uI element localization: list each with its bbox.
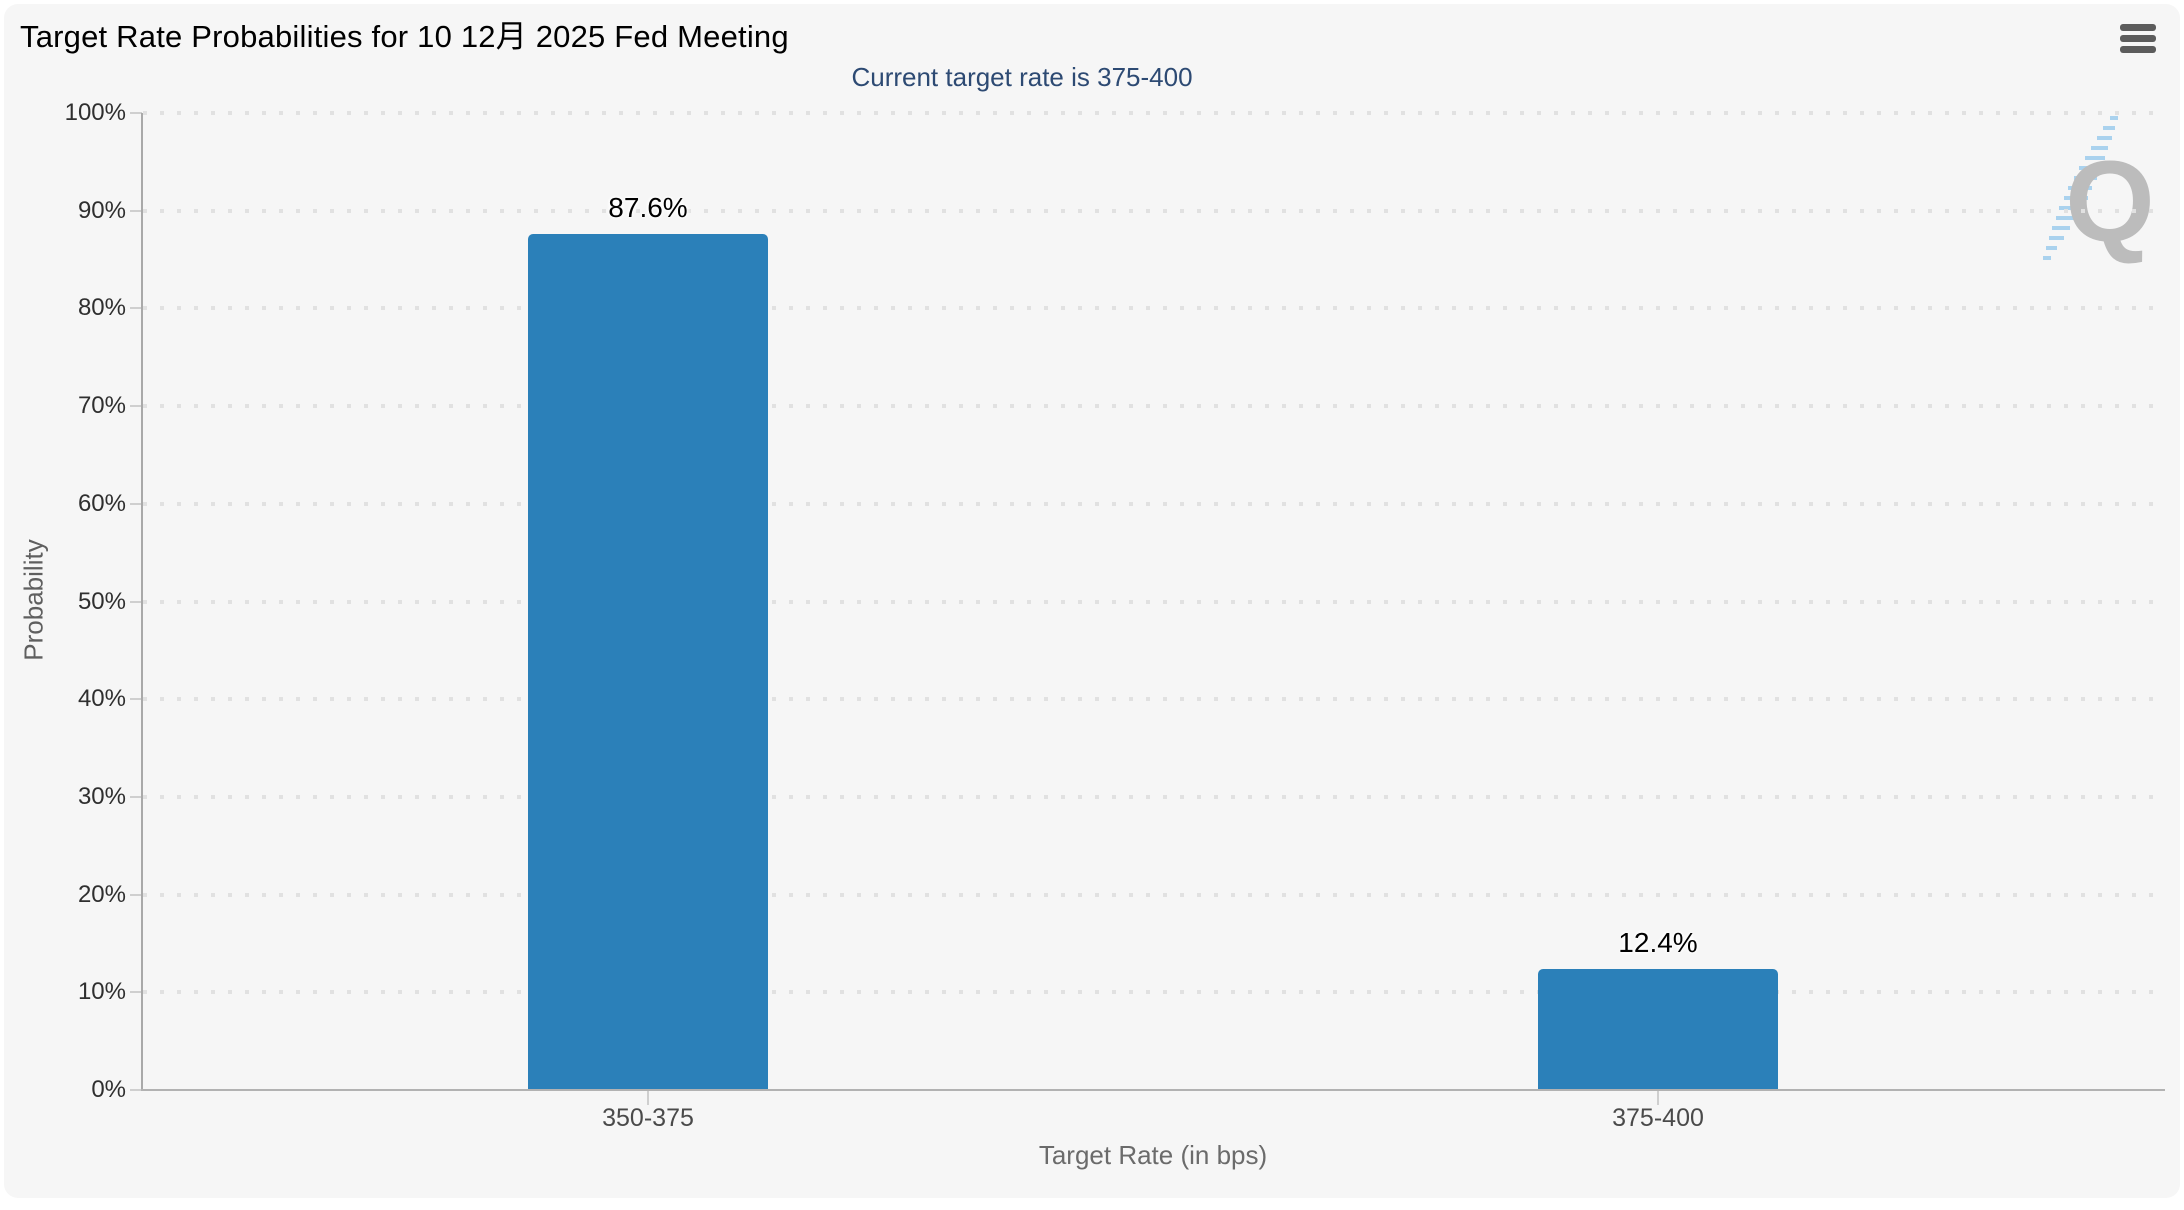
gridline-70 <box>143 404 2163 409</box>
chart-context-menu-button[interactable] <box>2112 18 2164 62</box>
y-axis-tick-label: 100% <box>64 99 126 126</box>
watermark-q-letter: Q <box>2065 138 2154 266</box>
bar-value-label: 87.6% <box>608 192 688 224</box>
gridline-30 <box>143 794 2163 799</box>
y-axis-tick-label: 80% <box>77 294 126 322</box>
x-axis-tick <box>1657 1091 1659 1105</box>
gridline-40 <box>143 697 2163 702</box>
bar-375-400[interactable] <box>1538 968 1778 1090</box>
bar-value-label: 12.4% <box>1618 926 1698 958</box>
y-axis-tick-label: 70% <box>77 392 126 420</box>
chart-subtitle: Current target rate is 375-400 <box>851 62 1193 92</box>
y-axis-tick <box>130 1089 142 1091</box>
hamburger-menu-icon <box>2120 46 2156 53</box>
gridline-80 <box>143 306 2163 311</box>
y-axis-tick <box>130 600 142 603</box>
y-axis-tick-label: 40% <box>77 685 126 713</box>
y-axis-tick <box>130 405 142 408</box>
y-axis-tick <box>130 991 142 994</box>
quikstrike-watermark-logo: Q <box>2043 116 2155 266</box>
x-axis-line <box>141 1089 2165 1091</box>
y-axis-tick-label: 0% <box>91 1076 126 1103</box>
y-axis-tick-label: 90% <box>77 196 126 224</box>
gridline-20 <box>143 892 2163 897</box>
y-axis-tick-label: 20% <box>77 880 126 908</box>
x-axis-tick-label: 375-400 <box>1612 1104 1704 1132</box>
gridline-50 <box>143 599 2163 604</box>
y-axis-tick <box>130 209 142 212</box>
gridline-90 <box>143 208 2163 213</box>
y-axis-tick <box>130 698 142 701</box>
y-axis-tick <box>130 502 142 505</box>
hamburger-menu-icon <box>2120 35 2156 42</box>
x-axis-title: Target Rate (in bps) <box>1038 1140 1268 1170</box>
x-axis-tick-label: 350-375 <box>602 1104 694 1132</box>
y-axis-tick <box>130 893 142 896</box>
y-axis-tick <box>130 795 142 798</box>
y-axis-tick-label: 30% <box>77 782 126 810</box>
hamburger-menu-icon <box>2120 24 2156 31</box>
y-axis-tick <box>130 307 142 310</box>
gridline-10 <box>143 990 2163 995</box>
watermark-stripes <box>2043 116 2118 260</box>
y-axis-line <box>141 113 143 1090</box>
x-axis-tick <box>647 1091 649 1105</box>
y-axis-tick-label: 10% <box>77 978 126 1006</box>
gridline-100 <box>143 111 2163 115</box>
y-axis-tick <box>130 112 142 114</box>
chart-title: Target Rate Probabilities for 10 12月 202… <box>20 19 789 54</box>
gridline-60 <box>143 501 2163 506</box>
bar-350-375[interactable] <box>528 234 768 1090</box>
y-axis-tick-label: 60% <box>77 489 126 517</box>
y-axis-tick-label: 50% <box>77 587 126 615</box>
